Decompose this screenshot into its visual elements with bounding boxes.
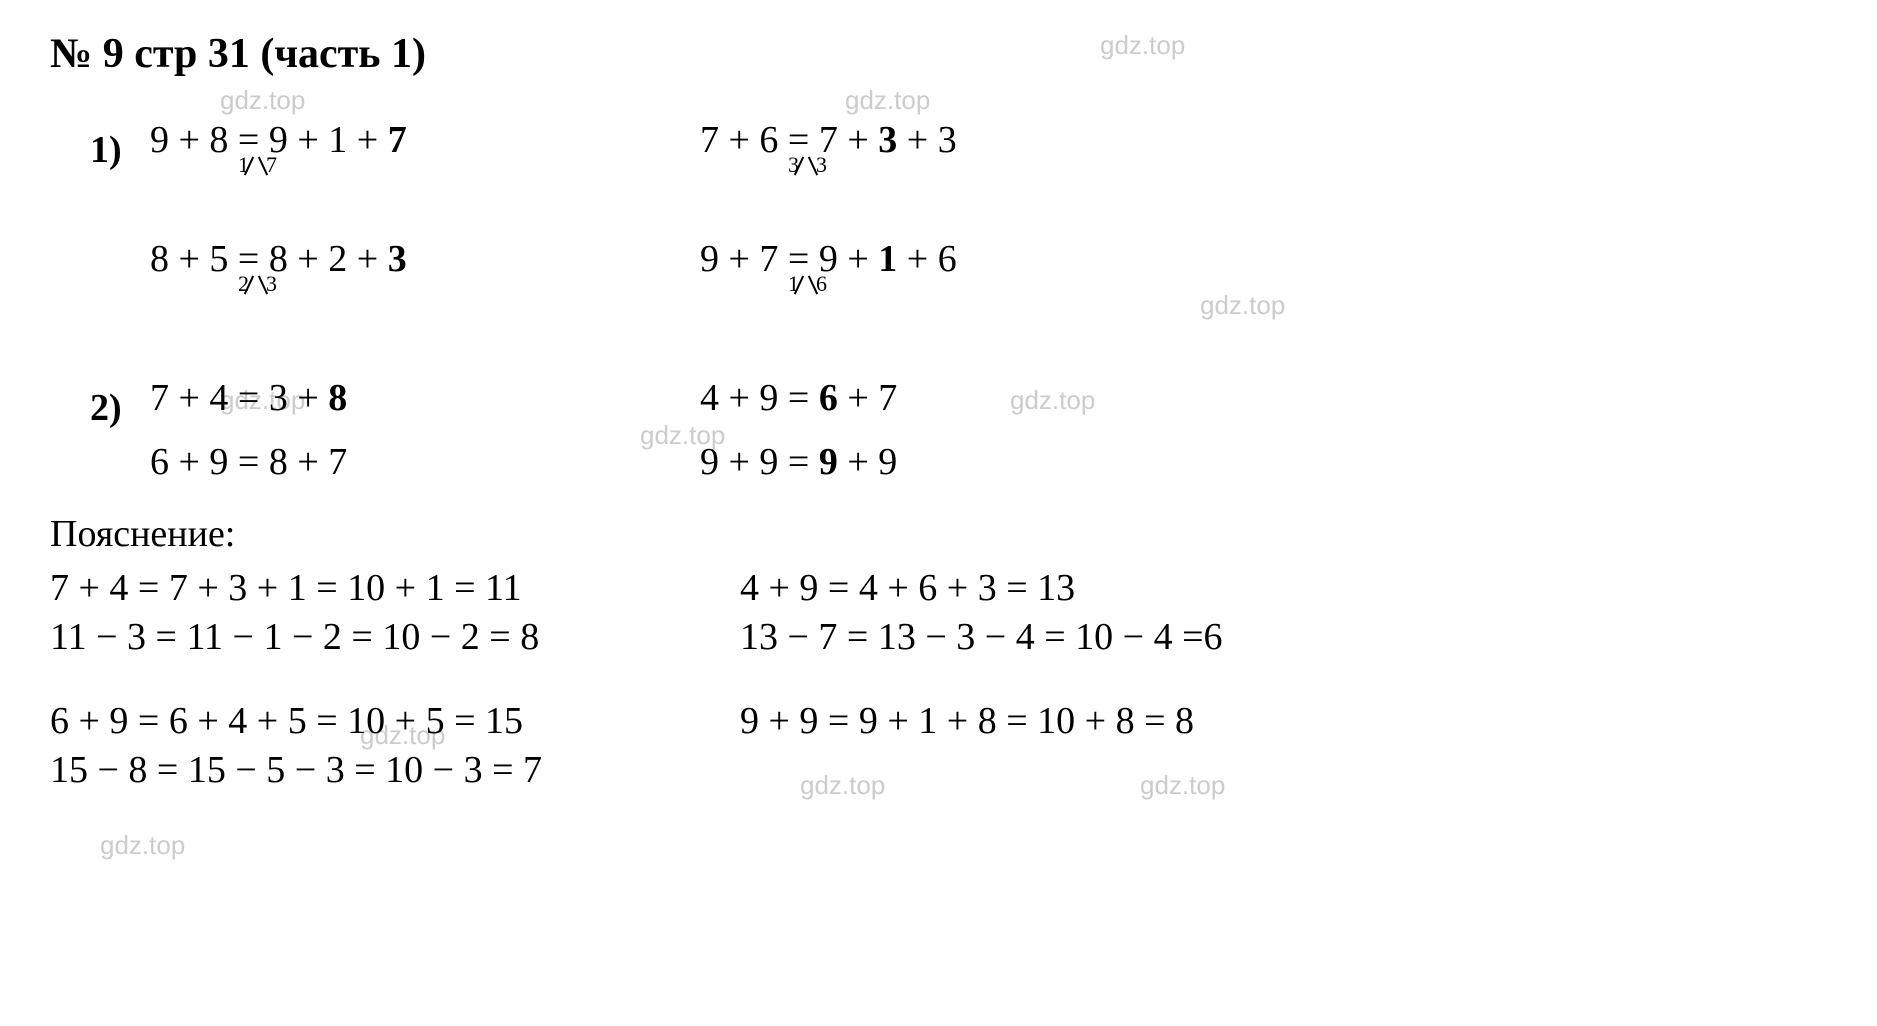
exp-left: 7 + 4 = 7 + 3 + 1 = 10 + 1 = 11 [50,566,740,610]
split-b: 7 [266,152,277,178]
eq-s1-r1-right: 7 + 6 = 7 + 3 + 3 3 3 [700,118,1300,162]
page-title: № 9 стр 31 (часть 1) [50,30,1827,78]
split-b: 3 [816,152,827,178]
eq-s2-r2-left: 6 + 9 = 8 + 7 [150,440,700,484]
exp-left [50,664,740,694]
exp-row-5: 15 − 8 = 15 − 5 − 3 = 10 − 3 = 7 [50,748,1827,792]
eq-s1-r2-right: 9 + 7 = 9 + 1 + 6 1 6 [700,237,1300,281]
section-2-number: 2) [50,376,150,430]
exp-row-1: 7 + 4 = 7 + 3 + 1 = 10 + 1 = 11 4 + 9 = … [50,566,1827,610]
eq-bold: 3 [878,119,897,161]
exp-right: 13 − 7 = 13 − 3 − 4 = 10 − 4 =6 [740,615,1540,659]
exp-left: 6 + 9 = 6 + 4 + 5 = 10 + 5 = 15 [50,699,740,743]
eq-bold: 7 [388,119,407,161]
eq-bold: 1 [878,238,897,280]
exp-row-4: 6 + 9 = 6 + 4 + 5 = 10 + 5 = 15 9 + 9 = … [50,699,1827,743]
eq-s1-r2-left: 8 + 5 = 8 + 2 + 3 2 3 [150,237,700,281]
eq-text: 9 + 9 = [700,441,819,483]
exp-left: 15 − 8 = 15 − 5 − 3 = 10 − 3 = 7 [50,748,740,792]
eq-text: + 6 [897,238,956,280]
eq-text: 7 + 4 = 3 + [150,377,328,419]
eq-s2-r1-left: 7 + 4 = 3 + 8 [150,376,700,420]
exp-row-3 [50,664,1827,694]
split-a: 3 [788,152,799,178]
exp-row-2: 11 − 3 = 11 − 1 − 2 = 10 − 2 = 8 13 − 7 … [50,615,1827,659]
eq-text: 6 + 9 = 8 + 7 [150,441,347,483]
split-a: 1 [788,271,799,297]
split-b: 6 [816,271,827,297]
eq-bold: 8 [328,377,347,419]
eq-s1-r1-left: 9 + 8 = 9 + 1 + 7 1 7 [150,118,700,162]
spacer [50,237,150,326]
spacer [50,440,150,492]
section-1-row-1: 1) 9 + 8 = 9 + 1 + 7 1 7 7 + 6 = 7 + 3 +… [50,118,1827,207]
explanation-title: Пояснение: [50,512,1827,556]
eq-bold: 6 [819,377,838,419]
exp-right [740,748,1540,792]
split-a: 2 [238,271,249,297]
exp-right [740,664,1540,694]
section-2-row-1: 2) 7 + 4 = 3 + 8 4 + 9 = 6 + 7 [50,376,1827,430]
section-1-number: 1) [50,118,150,207]
split-a: 1 [238,152,249,178]
section-1-row-2: 8 + 5 = 8 + 2 + 3 2 3 9 + 7 = 9 + 1 + 6 … [50,237,1827,326]
eq-text: + 9 [838,441,897,483]
eq-bold: 9 [819,441,838,483]
exp-right: 9 + 9 = 9 + 1 + 8 = 10 + 8 = 8 [740,699,1540,743]
eq-bold: 3 [388,238,407,280]
watermark: gdz.top [100,830,185,861]
section-2-row-2: 6 + 9 = 8 + 7 9 + 9 = 9 + 9 [50,440,1827,492]
eq-s2-r2-right: 9 + 9 = 9 + 9 [700,440,1300,484]
split-b: 3 [266,271,277,297]
eq-s2-r1-right: 4 + 9 = 6 + 7 [700,376,1300,420]
exp-right: 4 + 9 = 4 + 6 + 3 = 13 [740,566,1540,610]
exp-left: 11 − 3 = 11 − 1 − 2 = 10 − 2 = 8 [50,615,740,659]
eq-text: 4 + 9 = [700,377,819,419]
eq-text: + 7 [838,377,897,419]
eq-text: + 3 [897,119,956,161]
